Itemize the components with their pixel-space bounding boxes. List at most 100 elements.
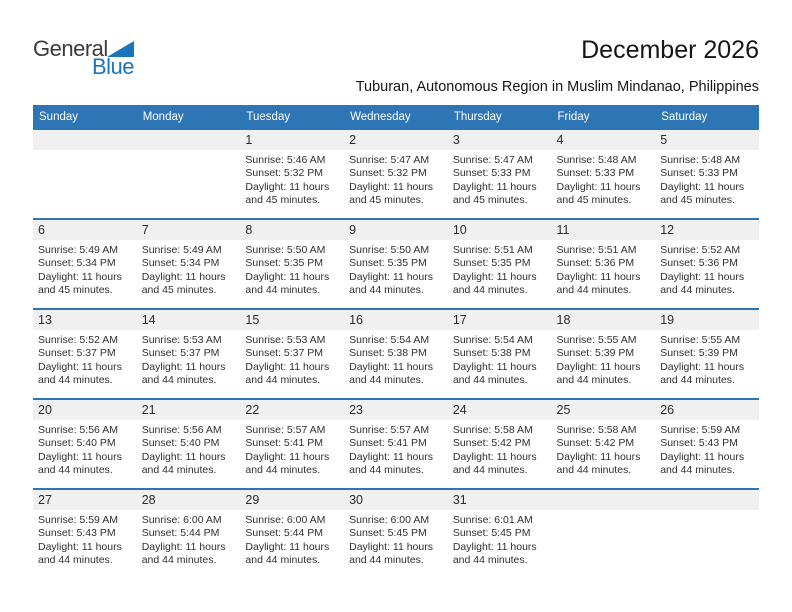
calendar-day-cell: 11 Sunrise: 5:51 AM Sunset: 5:36 PM Dayligh… xyxy=(551,218,656,309)
day-details: Sunrise: 5:51 AM Sunset: 5:35 PM Daylight:… xyxy=(448,240,552,298)
sunset-line: Sunset: 5:37 PM xyxy=(245,347,324,360)
day-number: 5 xyxy=(655,130,759,150)
sunset-line: Sunset: 5:42 PM xyxy=(452,437,531,450)
calendar-day-cell: 1 Sunrise: 5:46 AM Sunset: 5:32 PM Daylight… xyxy=(240,128,345,219)
daylight-line: Daylight: 11 hours and 44 minutes. xyxy=(349,450,433,477)
sunset-line: Sunset: 5:35 PM xyxy=(452,257,531,270)
day-number: 20 xyxy=(33,400,137,420)
sunset-line: Sunset: 5:43 PM xyxy=(660,437,738,450)
calendar-day-cell: 16 Sunrise: 5:54 AM Sunset: 5:38 PM Dayligh… xyxy=(344,308,448,399)
sunrise-line: Sunrise: 5:47 AM xyxy=(349,154,430,166)
sunrise-line: Sunrise: 5:58 AM xyxy=(556,424,637,436)
calendar-day-cell: 19 Sunrise: 5:55 AM Sunset: 5:39 PM Dayligh… xyxy=(655,308,759,399)
calendar-day-cell: 25 Sunrise: 5:58 AM Sunset: 5:42 PM Dayligh… xyxy=(551,398,656,489)
sunset-line: Sunset: 5:41 PM xyxy=(349,437,427,450)
sunset-line: Sunset: 5:35 PM xyxy=(349,257,427,270)
day-number: 18 xyxy=(551,310,656,330)
calendar-day-cell: 14 Sunrise: 5:53 AM Sunset: 5:37 PM Dayligh… xyxy=(136,308,241,399)
sunset-line: Sunset: 5:32 PM xyxy=(349,167,427,180)
daylight-line: Daylight: 11 hours and 44 minutes. xyxy=(245,450,330,477)
sunset-line: Sunset: 5:37 PM xyxy=(38,347,116,360)
sunrise-line: Sunrise: 5:52 AM xyxy=(660,244,741,256)
logo-word-general: General xyxy=(33,36,108,61)
daylight-line: Daylight: 11 hours and 44 minutes. xyxy=(141,540,226,567)
sunrise-line: Sunrise: 5:50 AM xyxy=(245,244,326,256)
calendar-day-cell: 10 Sunrise: 5:51 AM Sunset: 5:35 PM Dayligh… xyxy=(447,218,552,309)
day-number: 17 xyxy=(447,310,552,330)
calendar-day-cell: 5 Sunrise: 5:48 AM Sunset: 5:33 PM Daylight… xyxy=(655,128,759,219)
daylight-line: Daylight: 11 hours and 44 minutes. xyxy=(556,360,641,387)
general-blue-logo: General Blue xyxy=(33,38,137,78)
daylight-line: Daylight: 11 hours and 44 minutes. xyxy=(349,270,433,297)
sunset-line: Sunset: 5:45 PM xyxy=(452,527,531,540)
day-details: Sunrise: 5:58 AM Sunset: 5:42 PM Daylight:… xyxy=(552,420,656,478)
calendar-day-cell: 18 Sunrise: 5:55 AM Sunset: 5:39 PM Dayligh… xyxy=(551,308,656,399)
sunset-line: Sunset: 5:40 PM xyxy=(38,437,116,450)
sunset-line: Sunset: 5:34 PM xyxy=(38,257,116,270)
weekday-header-wednesday: Wednesday xyxy=(344,105,448,129)
daylight-line: Daylight: 11 hours and 44 minutes. xyxy=(245,360,330,387)
day-number: 19 xyxy=(655,310,759,330)
day-number: 21 xyxy=(136,400,241,420)
sunset-line: Sunset: 5:40 PM xyxy=(141,437,220,450)
calendar-day-cell: 13 Sunrise: 5:52 AM Sunset: 5:37 PM Dayligh… xyxy=(33,308,137,399)
sunset-line: Sunset: 5:33 PM xyxy=(556,167,635,180)
sunset-line: Sunset: 5:32 PM xyxy=(245,167,324,180)
day-number: 3 xyxy=(447,130,552,150)
calendar-empty-cell xyxy=(551,488,656,578)
day-number: 25 xyxy=(551,400,656,420)
day-details: Sunrise: 6:01 AM Sunset: 5:45 PM Daylight:… xyxy=(448,510,552,568)
sunrise-line: Sunrise: 5:55 AM xyxy=(660,334,741,346)
day-details: Sunrise: 5:49 AM Sunset: 5:34 PM Daylight:… xyxy=(33,240,137,298)
calendar-day-cell: 27 Sunrise: 5:59 AM Sunset: 5:43 PM Dayligh… xyxy=(33,488,137,578)
daylight-line: Daylight: 11 hours and 44 minutes. xyxy=(556,450,641,477)
day-number xyxy=(655,490,759,510)
calendar-day-cell: 26 Sunrise: 5:59 AM Sunset: 5:43 PM Dayligh… xyxy=(655,398,759,489)
daylight-line: Daylight: 11 hours and 44 minutes. xyxy=(38,540,122,567)
day-details: Sunrise: 5:50 AM Sunset: 5:35 PM Daylight:… xyxy=(240,240,344,298)
calendar-day-cell: 20 Sunrise: 5:56 AM Sunset: 5:40 PM Dayligh… xyxy=(33,398,137,489)
calendar-day-cell: 15 Sunrise: 5:53 AM Sunset: 5:37 PM Dayligh… xyxy=(240,308,345,399)
sunrise-line: Sunrise: 5:48 AM xyxy=(556,154,637,166)
sunset-line: Sunset: 5:37 PM xyxy=(141,347,220,360)
sunset-line: Sunset: 5:41 PM xyxy=(245,437,324,450)
sunset-line: Sunset: 5:39 PM xyxy=(660,347,738,360)
day-details: Sunrise: 5:54 AM Sunset: 5:38 PM Daylight:… xyxy=(344,330,448,388)
logo-triangle-icon xyxy=(106,41,134,57)
sunrise-line: Sunrise: 5:54 AM xyxy=(349,334,430,346)
calendar-week-row: 27 Sunrise: 5:59 AM Sunset: 5:43 PM Dayligh… xyxy=(33,488,759,578)
day-details: Sunrise: 5:53 AM Sunset: 5:37 PM Daylight:… xyxy=(137,330,241,388)
sunrise-line: Sunrise: 5:57 AM xyxy=(245,424,326,436)
weekday-header-row: Sunday Monday Tuesday Wednesday Thursday Frid… xyxy=(33,105,759,129)
daylight-line: Daylight: 11 hours and 45 minutes. xyxy=(660,180,745,207)
sunrise-line: Sunrise: 5:51 AM xyxy=(452,244,533,256)
day-number: 26 xyxy=(655,400,759,420)
daylight-line: Daylight: 11 hours and 44 minutes. xyxy=(660,360,745,387)
day-number: 16 xyxy=(344,310,448,330)
day-details: Sunrise: 5:50 AM Sunset: 5:35 PM Daylight:… xyxy=(344,240,448,298)
sunrise-line: Sunrise: 5:52 AM xyxy=(38,334,118,346)
day-number: 31 xyxy=(447,490,552,510)
calendar-empty-cell xyxy=(33,128,137,219)
daylight-line: Daylight: 11 hours and 44 minutes. xyxy=(38,360,122,387)
sunrise-line: Sunrise: 6:00 AM xyxy=(141,514,222,526)
day-number: 28 xyxy=(136,490,241,510)
calendar-week-row: 1 Sunrise: 5:46 AM Sunset: 5:32 PM Daylight… xyxy=(33,128,759,219)
day-number: 30 xyxy=(344,490,448,510)
sunrise-line: Sunrise: 5:57 AM xyxy=(349,424,430,436)
day-details: Sunrise: 5:59 AM Sunset: 5:43 PM Daylight:… xyxy=(33,510,137,568)
calendar-empty-cell xyxy=(136,128,241,219)
day-number xyxy=(136,130,241,150)
sunrise-line: Sunrise: 6:01 AM xyxy=(452,514,533,526)
daylight-line: Daylight: 11 hours and 45 minutes. xyxy=(452,180,537,207)
day-details: Sunrise: 5:58 AM Sunset: 5:42 PM Daylight:… xyxy=(448,420,552,478)
sunset-line: Sunset: 5:45 PM xyxy=(349,527,427,540)
logo-word-blue: Blue xyxy=(91,54,135,79)
calendar-table: Sunday Monday Tuesday Wednesday Thursday Frid… xyxy=(33,105,759,578)
calendar-day-cell: 21 Sunrise: 5:56 AM Sunset: 5:40 PM Dayligh… xyxy=(136,398,241,489)
calendar-day-cell: 28 Sunrise: 6:00 AM Sunset: 5:44 PM Dayligh… xyxy=(136,488,241,578)
daylight-line: Daylight: 11 hours and 45 minutes. xyxy=(349,180,433,207)
day-details: Sunrise: 5:56 AM Sunset: 5:40 PM Daylight:… xyxy=(33,420,137,478)
daylight-line: Daylight: 11 hours and 44 minutes. xyxy=(141,360,226,387)
day-details: Sunrise: 5:51 AM Sunset: 5:36 PM Daylight:… xyxy=(552,240,656,298)
